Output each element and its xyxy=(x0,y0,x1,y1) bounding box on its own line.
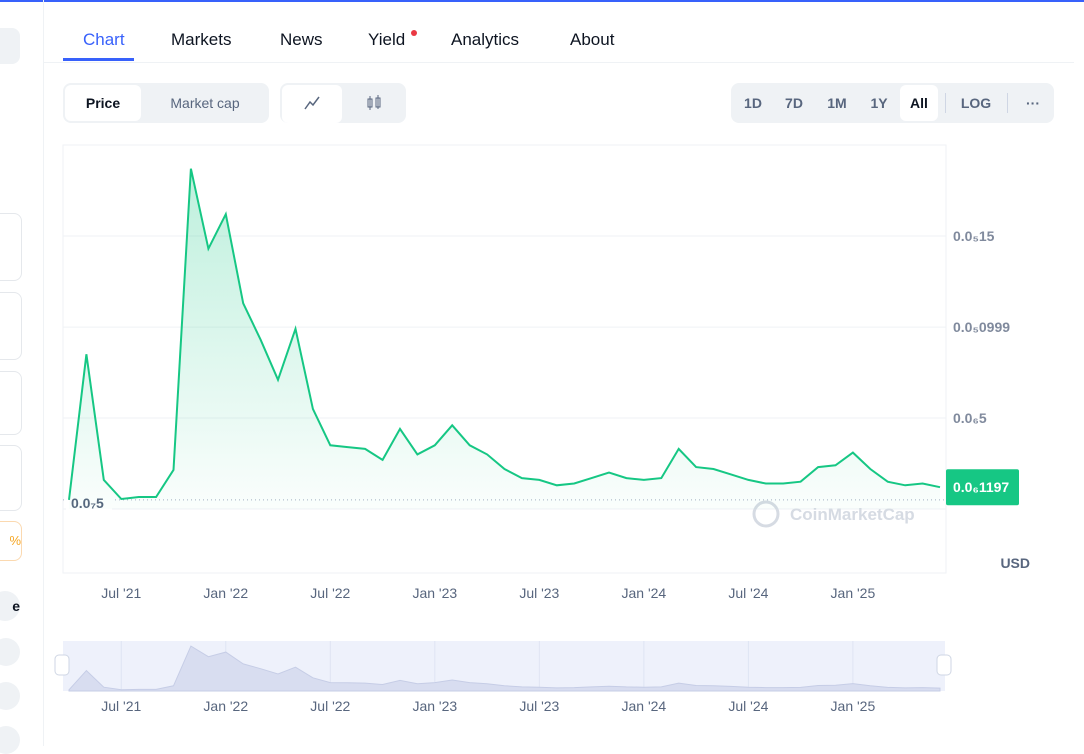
separator xyxy=(945,93,946,113)
market-cap-button[interactable]: Market cap xyxy=(170,95,240,111)
navigator-tick-label: Jul '21 xyxy=(101,698,141,714)
navigator-tick-label: Jan '25 xyxy=(831,698,876,714)
navigator-tick-label: Jul '23 xyxy=(519,698,559,714)
x-tick-label: Jan '24 xyxy=(622,585,667,601)
navigator-tick-label: Jul '24 xyxy=(728,698,768,714)
chart-style-toggle xyxy=(280,83,406,123)
navigator-tick-label: Jan '23 xyxy=(412,698,457,714)
price-button[interactable]: Price xyxy=(65,85,141,121)
side-card xyxy=(0,445,22,511)
tab[interactable]: Yield xyxy=(368,30,406,49)
x-tick-label: Jan '23 xyxy=(412,585,457,601)
tab-underline xyxy=(63,58,134,61)
log-button[interactable]: LOG xyxy=(960,95,992,111)
watermark: CoinMarketCap xyxy=(790,505,915,524)
navigator-handle[interactable] xyxy=(54,654,70,676)
candle-button[interactable] xyxy=(344,85,404,124)
x-tick-label: Jul '23 xyxy=(519,585,559,601)
candle-icon xyxy=(367,95,381,110)
top-bar xyxy=(0,0,1084,2)
range-toggle: 1D 7D 1M 1Y All LOG ··· xyxy=(731,83,1054,123)
tab[interactable]: About xyxy=(570,30,615,49)
range-button[interactable]: 1M xyxy=(827,95,847,111)
tab[interactable]: Analytics xyxy=(451,30,520,49)
x-tick-label: Jul '22 xyxy=(310,585,350,601)
price-line xyxy=(68,168,941,501)
x-tick-label: Jan '25 xyxy=(831,585,876,601)
navigator-handle[interactable] xyxy=(936,654,952,676)
last-price-label: 0.0₆1197 xyxy=(953,479,1009,495)
y-tick-label: 0.0₅15 xyxy=(953,228,995,244)
y-tick-label: 0.0₆5 xyxy=(953,410,987,426)
navigator-tick-label: Jan '24 xyxy=(622,698,667,714)
y-tick-label: 0.0₅0999 xyxy=(953,319,1010,335)
line-button[interactable] xyxy=(282,85,342,123)
side-badge: % xyxy=(0,521,22,561)
divider xyxy=(44,62,1074,63)
sidebar-border xyxy=(43,0,44,746)
tab[interactable]: Markets xyxy=(171,30,232,49)
navigator-tick-label: Jan '22 xyxy=(203,698,248,714)
price-area xyxy=(69,168,940,509)
metric-toggle: Price Market cap xyxy=(63,83,269,123)
navigator-area xyxy=(68,645,941,692)
tab[interactable]: Chart xyxy=(83,30,125,49)
range-button[interactable]: 7D xyxy=(785,95,803,111)
side-chip[interactable]: e xyxy=(0,591,20,621)
expand-icon[interactable] xyxy=(0,682,20,710)
plot-frame xyxy=(62,144,947,574)
separator xyxy=(1007,93,1008,113)
currency-label: USD xyxy=(1000,555,1030,571)
range-button[interactable]: 1D xyxy=(744,95,762,111)
side-card xyxy=(0,213,22,281)
tab[interactable]: News xyxy=(280,30,323,49)
more-button[interactable]: ··· xyxy=(1026,95,1040,111)
x-tick-label: Jul '24 xyxy=(728,585,768,601)
last-price-badge xyxy=(946,469,1019,506)
telegram-icon[interactable] xyxy=(0,638,20,666)
side-card xyxy=(0,371,22,435)
x-tick-label: Jan '22 xyxy=(203,585,248,601)
notice-dot xyxy=(411,30,417,36)
x-tick-label: Jul '21 xyxy=(101,585,141,601)
navigator-tick-label: Jul '22 xyxy=(310,698,350,714)
line-icon xyxy=(304,96,320,110)
range-button[interactable]: All xyxy=(900,85,938,121)
side-card xyxy=(0,292,22,360)
range-button[interactable]: 1Y xyxy=(870,95,888,111)
share-button[interactable] xyxy=(0,28,20,64)
